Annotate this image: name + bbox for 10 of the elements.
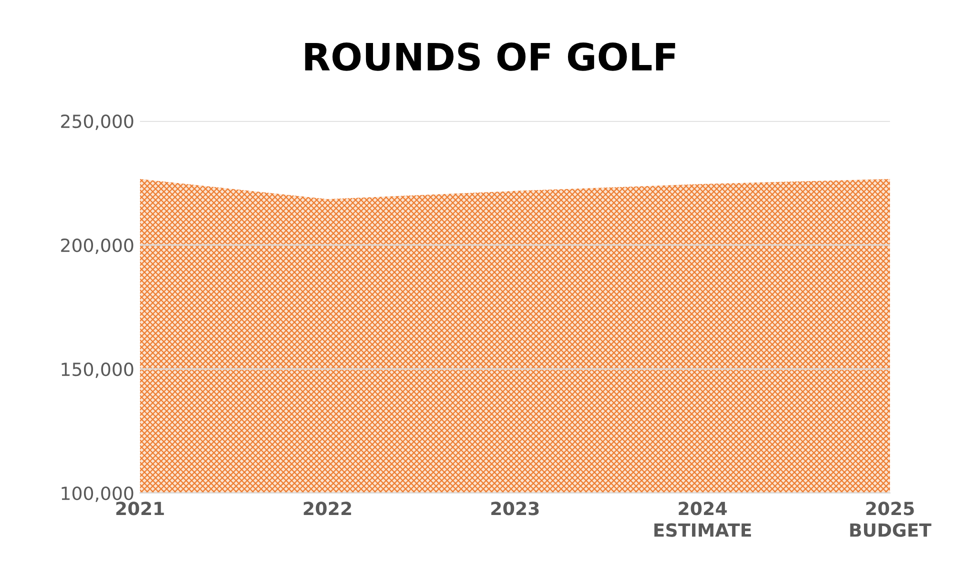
x-tick-label: 2021: [116, 502, 164, 516]
x-tick-label: 2024 ESTIMATE: [654, 502, 751, 537]
y-tick-label: 150,000: [62, 362, 134, 378]
x-tick-label: 2025 BUDGET: [850, 502, 932, 537]
y-tick-label: 200,000: [61, 238, 134, 254]
x-tick-label: 2023: [491, 502, 539, 516]
y-tick-label: 100,000: [62, 486, 134, 502]
chart-title: ROUNDS OF GOLF: [305, 42, 676, 71]
y-tick-label: 250,000: [61, 114, 134, 130]
x-tick-label: 2022: [304, 502, 352, 516]
